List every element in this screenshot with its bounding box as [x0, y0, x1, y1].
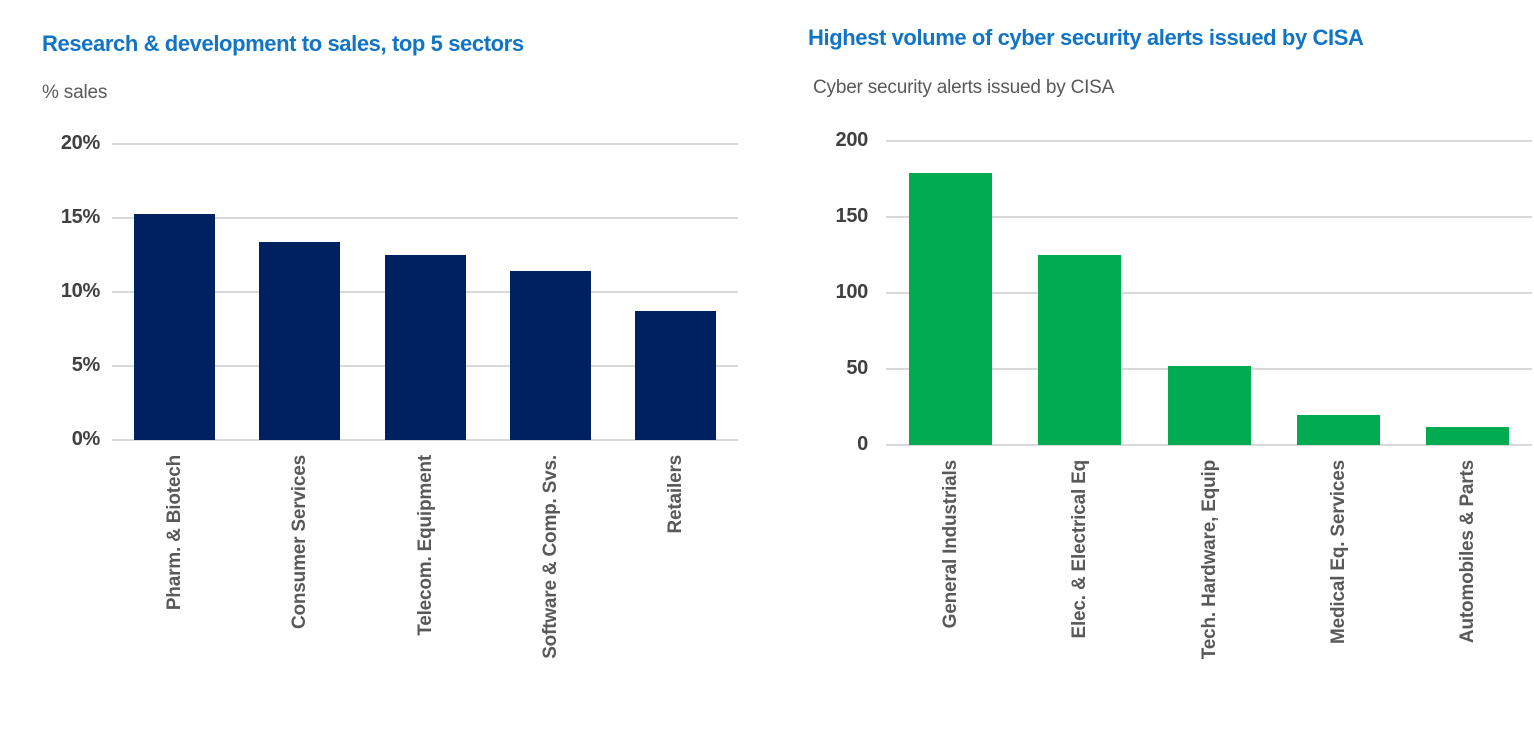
bar-slot: [112, 144, 237, 440]
chart-title: Research & development to sales, top 5 s…: [42, 31, 524, 56]
y-tick-label: 0%: [71, 428, 101, 451]
x-category-label: Telecom. Equipment: [414, 455, 436, 636]
y-tick-label: 15%: [60, 206, 100, 229]
bar: [1425, 426, 1509, 445]
x-category-label: Consumer Services: [289, 455, 311, 630]
y-axis: 0% 5% 10% 15% 20%: [0, 132, 101, 450]
plot-area: [886, 140, 1532, 446]
bar: [259, 241, 341, 440]
bar: [634, 311, 716, 440]
bar-slot: [362, 144, 487, 440]
x-category-label: General Industrials: [940, 460, 962, 629]
bar: [1038, 255, 1122, 445]
x-label-slot: Consumer Services: [237, 455, 362, 715]
chart-rd-to-sales: Research & development to sales, top 5 s…: [0, 31, 738, 715]
x-category-label: Tech. Hardware, Equip: [1198, 460, 1220, 660]
gridline: [112, 217, 738, 219]
x-label-slot: Pharm. & Biotech: [112, 455, 237, 715]
gridline: [886, 444, 1532, 446]
bar-slot: [613, 144, 738, 440]
bar-slot: [1015, 141, 1144, 445]
bar-slot: [1144, 141, 1273, 445]
x-label-slot: Elec. & Electrical Eq: [1015, 460, 1144, 720]
x-label-slot: Telecom. Equipment: [362, 455, 487, 715]
x-axis-labels: Pharm. & Biotech Consumer Services Telecom…: [112, 455, 738, 715]
x-category-label: Elec. & Electrical Eq: [1069, 460, 1091, 639]
chart-title: Highest volume of cyber security alerts …: [808, 25, 1364, 50]
gridline: [886, 292, 1532, 294]
y-axis: 0 50 100 150 200: [767, 129, 869, 455]
x-label-slot: Retailers: [613, 455, 738, 715]
chart-cisa-alerts: Highest volume of cyber security alerts …: [767, 0, 1534, 740]
x-label-slot: Automobiles & Parts: [1403, 460, 1532, 720]
bar: [1167, 365, 1251, 445]
y-tick-label: 150: [835, 205, 869, 228]
y-tick-label: 50: [846, 357, 868, 380]
bar-series: [112, 144, 738, 440]
x-category-label: Pharm. & Biotech: [164, 455, 186, 611]
y-tick-label: 20%: [60, 132, 100, 155]
bar: [509, 271, 591, 440]
x-label-slot: General Industrials: [886, 460, 1015, 720]
gridline: [886, 216, 1532, 218]
bar: [1296, 414, 1380, 445]
bar: [909, 172, 993, 445]
y-tick-label: 0: [857, 433, 868, 456]
gridline: [112, 439, 738, 441]
y-tick-label: 5%: [71, 354, 101, 377]
bar-slot: [1403, 141, 1532, 445]
bar: [134, 213, 216, 440]
bar-slot: [488, 144, 613, 440]
x-category-label: Automobiles & Parts: [1456, 460, 1478, 644]
y-axis-unit-label: Cyber security alerts issued by CISA: [813, 77, 1115, 98]
y-tick-label: 200: [835, 129, 869, 152]
bar: [384, 255, 466, 440]
x-category-label: Retailers: [664, 455, 686, 534]
y-axis-unit-label: % sales: [42, 82, 108, 103]
x-label-slot: Medical Eq. Services: [1274, 460, 1403, 720]
bar-slot: [1274, 141, 1403, 445]
x-category-label: Medical Eq. Services: [1327, 460, 1349, 644]
x-label-slot: Software & Comp. Svs.: [488, 455, 613, 715]
y-tick-label: 100: [835, 281, 869, 304]
x-axis-labels: General Industrials Elec. & Electrical Eq…: [886, 460, 1532, 720]
bar-slot: [886, 141, 1015, 445]
gridline: [886, 140, 1532, 142]
plot-area: [112, 143, 738, 441]
y-tick-label: 10%: [60, 280, 100, 303]
gridline: [112, 143, 738, 145]
bar-slot: [237, 144, 362, 440]
x-label-slot: Tech. Hardware, Equip: [1144, 460, 1273, 720]
bar-series: [886, 141, 1532, 445]
x-category-label: Software & Comp. Svs.: [539, 455, 561, 659]
